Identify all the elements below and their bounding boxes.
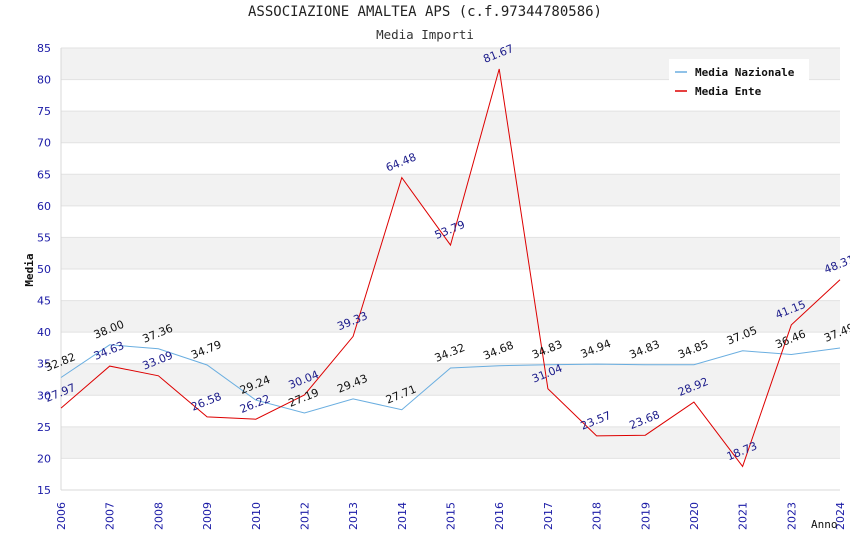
y-tick-label: 15	[37, 484, 51, 497]
chart-title: ASSOCIAZIONE AMALTEA APS (c.f.9734478058…	[247, 4, 602, 20]
data-label: 34.85	[676, 338, 710, 362]
grid-band	[61, 237, 840, 269]
data-label: 34.68	[481, 339, 515, 363]
grid-bands	[61, 48, 840, 459]
y-tick-label: 70	[37, 137, 51, 150]
data-label: 34.79	[189, 338, 223, 362]
data-label: 34.83	[530, 338, 564, 362]
x-tick-label: 2007	[104, 502, 117, 530]
y-axis-title: Media	[23, 253, 36, 286]
chart-subtitle: Media Importi	[376, 27, 474, 42]
y-tick-label: 75	[37, 105, 51, 118]
axes	[60, 48, 840, 491]
x-tick-label: 2017	[542, 502, 555, 530]
grid-band	[61, 363, 840, 396]
x-axis-ticks: 2006 2007 2008 2009 2010 2012 2013 2014 2015 2016…	[55, 502, 847, 530]
y-axis-ticks: 15 20 25 30 35 40 45 50 55 60 65 70 75 80 85	[37, 42, 51, 497]
y-tick-label: 30	[37, 389, 51, 402]
x-tick-label: 2023	[785, 502, 798, 530]
y-tick-label: 25	[37, 421, 51, 434]
x-tick-label: 2008	[152, 502, 165, 530]
data-label: 34.32	[433, 341, 467, 365]
legend-box	[669, 59, 809, 101]
y-tick-label: 60	[37, 200, 51, 213]
y-tick-label: 45	[37, 295, 51, 308]
data-label: 34.63	[92, 339, 126, 363]
grid-band	[61, 426, 840, 459]
y-tick-label: 40	[37, 326, 51, 339]
x-tick-label: 2018	[591, 502, 604, 530]
y-tick-label: 85	[37, 42, 51, 55]
y-tick-label: 50	[37, 263, 51, 276]
grid-band	[61, 174, 840, 206]
series-lines	[60, 68, 841, 468]
x-tick-label: 2021	[737, 502, 750, 530]
series-line-media-nazionale	[60, 344, 841, 414]
data-label: 34.94	[579, 337, 613, 361]
legend-label-media-ente: Media Ente	[695, 85, 762, 98]
x-tick-label: 2009	[201, 502, 214, 530]
x-tick-label: 2010	[250, 502, 263, 530]
x-tick-label: 2014	[396, 502, 409, 530]
data-label: 27.97	[43, 381, 77, 405]
x-tick-label: 2024	[834, 502, 847, 530]
x-tick-label: 2006	[55, 502, 68, 530]
x-tick-label: 2015	[445, 502, 458, 530]
y-tick-label: 35	[37, 358, 51, 371]
data-label: 64.48	[384, 150, 418, 174]
legend-label-media-nazionale: Media Nazionale	[695, 66, 795, 79]
grid-band	[61, 111, 840, 143]
x-tick-label: 2020	[688, 502, 701, 530]
x-axis-title: Anno	[811, 518, 838, 531]
y-tick-label: 65	[37, 168, 51, 181]
x-tick-label: 2019	[639, 502, 652, 530]
y-tick-label: 20	[37, 452, 51, 465]
x-tick-label: 2013	[347, 502, 360, 530]
x-tick-label: 2016	[493, 502, 506, 530]
series-line-media-ente	[60, 68, 841, 468]
x-tick-label: 2012	[298, 502, 311, 530]
y-tick-label: 55	[37, 231, 51, 244]
grid-band	[61, 300, 840, 333]
legend: Media Nazionale Media Ente	[669, 59, 809, 101]
data-label: 34.83	[628, 338, 662, 362]
y-tick-label: 80	[37, 74, 51, 87]
